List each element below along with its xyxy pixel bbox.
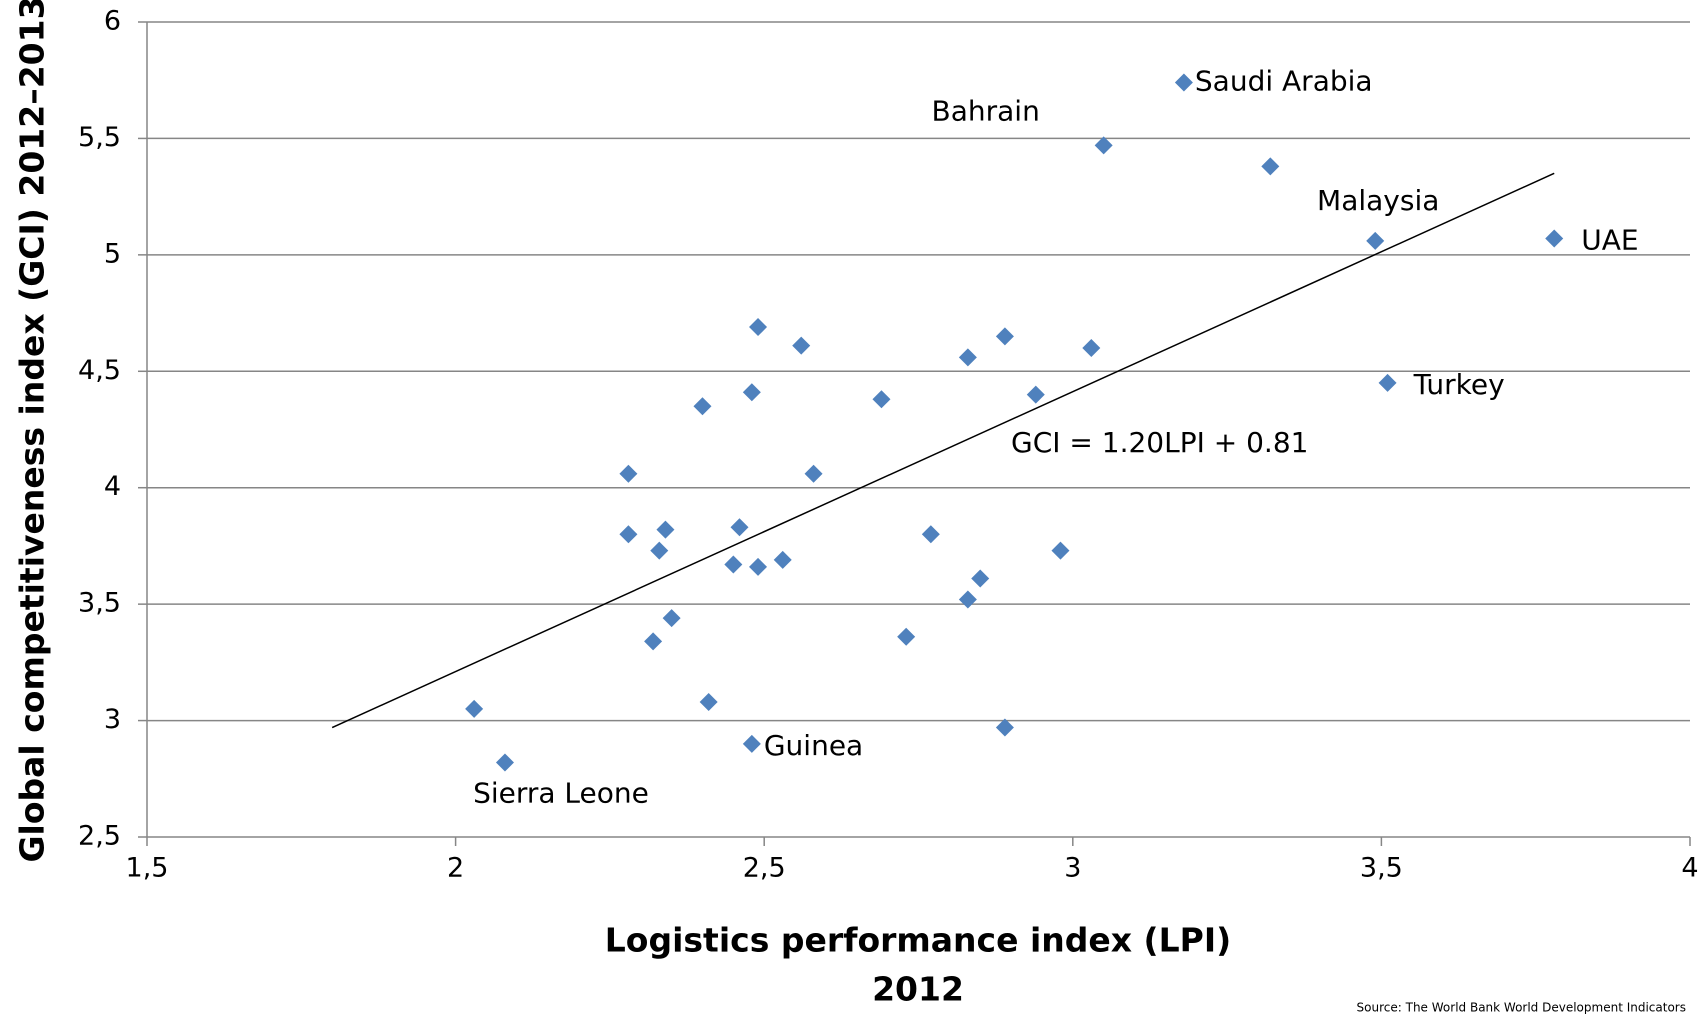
x-tick-label: 4 (1681, 853, 1698, 884)
data-point (958, 348, 977, 367)
data-point (773, 550, 792, 569)
y-tick-label: 6 (104, 6, 121, 37)
data-point (1026, 385, 1045, 404)
data-point (495, 753, 514, 772)
data-point (1174, 73, 1193, 92)
y-tick-label: 3 (104, 704, 121, 735)
data-point (724, 555, 743, 574)
data-point (1094, 136, 1113, 155)
data-point (958, 590, 977, 609)
data-point (730, 518, 749, 537)
data-point (1051, 541, 1070, 560)
point-label: Guinea (764, 729, 863, 762)
source: Source: The World Bank World Development… (1357, 1001, 1686, 1015)
data-point (872, 390, 891, 409)
point-label: UAE (1581, 224, 1638, 257)
x-axis-title: Logistics performance index (LPI) (605, 921, 1231, 960)
y-tick-label: 5 (104, 238, 121, 269)
data-point (792, 336, 811, 355)
data-point (656, 520, 675, 539)
data-point (995, 718, 1014, 737)
data-point (619, 525, 638, 544)
data-point (921, 525, 940, 544)
x-tick-label: 2,5 (743, 853, 786, 884)
data-point (749, 318, 768, 337)
data-point (1261, 157, 1280, 176)
data-point (804, 464, 823, 483)
data-point (1082, 339, 1101, 357)
data-point (1545, 229, 1564, 248)
x-tick-label: 2 (447, 853, 464, 884)
data-point (465, 699, 484, 718)
x-tick-label: 3,5 (1360, 853, 1403, 884)
data-point (995, 327, 1014, 346)
data-point (897, 627, 916, 646)
data-point (742, 734, 761, 753)
data-point (619, 464, 638, 483)
data-point (662, 609, 681, 628)
data-point (971, 569, 990, 588)
y-axis-title: Global competitiveness index (GCI) 2012–… (13, 0, 52, 863)
data-point (644, 632, 663, 651)
x-tick-label: 3 (1064, 853, 1081, 884)
point-label: Malaysia (1317, 184, 1439, 217)
equation: GCI = 1.20LPI + 0.81 (1011, 426, 1308, 459)
y-tick-label: 4 (104, 471, 121, 502)
y-tick-label: 4,5 (78, 355, 121, 386)
trendline (331, 172, 1555, 729)
point-label: Turkey (1413, 368, 1505, 401)
y-tick-label: 5,5 (78, 122, 121, 153)
point-label: Bahrain (932, 94, 1040, 127)
y-tick-label: 3,5 (78, 588, 121, 619)
data-point (693, 397, 712, 416)
data-point (742, 383, 761, 402)
data-point (749, 557, 768, 576)
data-point (1378, 373, 1397, 392)
x-tick-label: 1,5 (126, 853, 169, 884)
data-point (699, 692, 718, 711)
data-point (1366, 231, 1385, 250)
point-label: Saudi Arabia (1195, 65, 1373, 98)
point-label: Sierra Leone (473, 776, 649, 809)
data-point (650, 541, 669, 560)
x-axis-title: 2012 (872, 970, 964, 1009)
y-tick-label: 2,5 (78, 821, 121, 852)
